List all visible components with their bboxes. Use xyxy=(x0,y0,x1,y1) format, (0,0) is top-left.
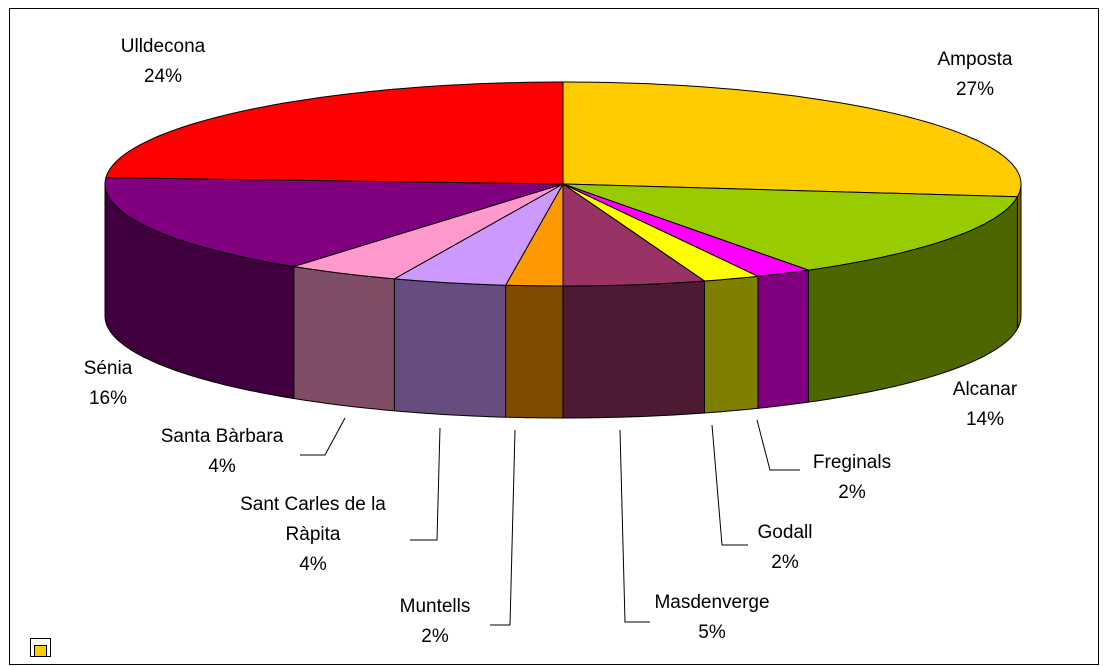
data-label: Sénia 16% xyxy=(0,354,218,414)
label-name: Alcanar xyxy=(952,379,1018,400)
data-label: Sant Carles de la Ràpita 4% xyxy=(213,490,413,580)
leader-line xyxy=(756,419,800,471)
leader-line xyxy=(619,429,650,623)
label-name: Godall xyxy=(757,522,813,543)
label-value: 27% xyxy=(955,79,995,100)
data-label: Ulldecona 24% xyxy=(53,32,273,92)
label-name: Sénia xyxy=(83,358,133,379)
data-label: Muntells 2% xyxy=(325,592,545,652)
data-label: Masdenverge 5% xyxy=(602,588,822,648)
label-value: 2% xyxy=(771,552,799,573)
slice xyxy=(105,81,564,185)
leader-line xyxy=(410,427,441,541)
label-name: Sant Carles de la Ràpita xyxy=(240,494,386,545)
data-label: Santa Bàrbara 4% xyxy=(112,422,332,482)
slice-side xyxy=(704,275,759,414)
label-value: 2% xyxy=(421,626,449,647)
label-name: Amposta xyxy=(937,49,1013,70)
label-name: Santa Bàrbara xyxy=(160,426,284,447)
label-value: 14% xyxy=(965,409,1005,430)
label-value: 24% xyxy=(143,66,183,87)
slice xyxy=(562,183,1019,271)
label-value: 4% xyxy=(208,456,236,477)
legend-key xyxy=(34,645,47,657)
leader-line xyxy=(490,429,516,626)
data-label: Amposta 27% xyxy=(865,45,1085,105)
slice xyxy=(293,183,564,280)
label-value: 5% xyxy=(698,622,726,643)
slice-side xyxy=(505,284,564,419)
slice xyxy=(562,183,760,282)
leader-line xyxy=(300,417,346,456)
data-label: Alcanar 14% xyxy=(875,375,1095,435)
slice xyxy=(562,183,706,287)
label-value: 2% xyxy=(838,482,866,503)
label-value: 4% xyxy=(299,554,327,575)
leader-line xyxy=(711,424,748,546)
slice-side xyxy=(393,278,507,418)
label-name: Freginals xyxy=(812,452,892,473)
label-name: Masdenverge xyxy=(654,592,770,613)
slice xyxy=(562,183,809,277)
data-label: Godall 2% xyxy=(675,518,895,578)
label-value: 16% xyxy=(88,388,128,409)
slice-side xyxy=(293,265,395,412)
data-label: Freginals 2% xyxy=(742,448,962,508)
label-name: Ulldecona xyxy=(120,36,206,57)
label-name: Muntells xyxy=(399,596,471,617)
slice xyxy=(104,177,564,268)
slice-side xyxy=(757,269,809,409)
slice-side xyxy=(562,280,705,419)
slice xyxy=(562,81,1022,198)
slice xyxy=(392,182,565,286)
slice-side xyxy=(1016,183,1022,330)
